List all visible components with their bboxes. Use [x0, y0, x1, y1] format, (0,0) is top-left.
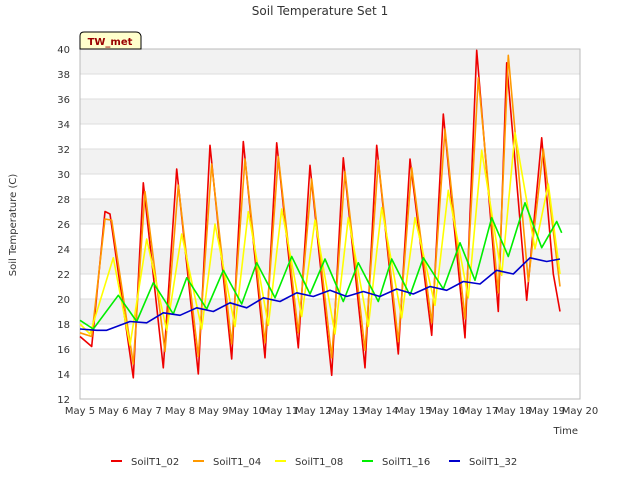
x-tick-label: May 15	[395, 406, 432, 417]
y-tick-label: 32	[57, 145, 70, 156]
badge-shape	[79, 31, 142, 50]
station-badge: TW_met	[79, 31, 142, 50]
x-tick-label: May 5	[65, 406, 95, 417]
y-tick-label: 16	[57, 345, 70, 356]
y-tick-label: 30	[57, 170, 70, 181]
x-tick-label: May 19	[528, 406, 565, 417]
y-axis-label: Soil Temperature (C)	[8, 174, 19, 277]
x-tick-label: May 16	[428, 406, 465, 417]
y-tick-label: 28	[57, 195, 70, 206]
x-tick-label: May 10	[228, 406, 265, 417]
y-tick-label: 24	[57, 245, 70, 256]
series-line-soilt1_08	[79, 132, 561, 347]
x-tick-label: May 14	[362, 406, 399, 417]
grid-band	[80, 99, 580, 124]
y-tick-label: 22	[57, 270, 70, 281]
x-axis-label: Time	[553, 426, 578, 437]
y-tick-label: 26	[57, 220, 70, 231]
x-tick-label: May 9	[198, 406, 228, 417]
legend-label-soilt1_02: SoilT1_02	[131, 457, 179, 468]
x-tick-label: May 8	[165, 406, 195, 417]
series-line-soilt1_04	[79, 54, 561, 365]
y-tick-label: 18	[57, 320, 70, 331]
legend-label-soilt1_04: SoilT1_04	[213, 457, 261, 468]
grid-band	[80, 199, 580, 224]
series-line-soilt1_32	[79, 257, 561, 332]
y-tick-label: 40	[57, 45, 70, 56]
legend-label-soilt1_32: SoilT1_32	[469, 457, 517, 468]
grid-band	[80, 49, 580, 74]
y-tick-label: 12	[57, 395, 70, 406]
y-tick-label: 20	[57, 295, 70, 306]
x-tick-label: May 6	[98, 406, 128, 417]
legend-label-soilt1_16: SoilT1_16	[382, 457, 430, 468]
y-tick-label: 14	[57, 370, 70, 381]
y-tick-label: 34	[57, 120, 70, 131]
y-tick-label: 38	[57, 70, 70, 81]
y-tick-label: 36	[57, 95, 70, 106]
x-tick-label: May 20	[562, 406, 599, 417]
plot-area: 12 14 16 18 20 22 24 26 28 30 32 34 36 38 40 May 5 May 6…	[57, 45, 598, 417]
chart-title: Soil Temperature Set 1	[252, 4, 388, 18]
grid-band	[80, 149, 580, 174]
x-tick-label: May 13	[328, 406, 365, 417]
x-tick-label: May 11	[262, 406, 299, 417]
legend: SoilT1_02 SoilT1_04 SoilT1_08 SoilT1_16 Soil…	[111, 457, 517, 468]
x-tick-label: May 18	[495, 406, 532, 417]
x-tick-label: May 7	[132, 406, 162, 417]
x-tick-label: May 12	[295, 406, 332, 417]
x-tick-label: May 17	[462, 406, 499, 417]
plot-frame	[79, 48, 581, 400]
badge-label: TW_met	[88, 37, 133, 48]
series-line-soilt1_16	[79, 202, 563, 330]
legend-label-soilt1_08: SoilT1_08	[295, 457, 343, 468]
